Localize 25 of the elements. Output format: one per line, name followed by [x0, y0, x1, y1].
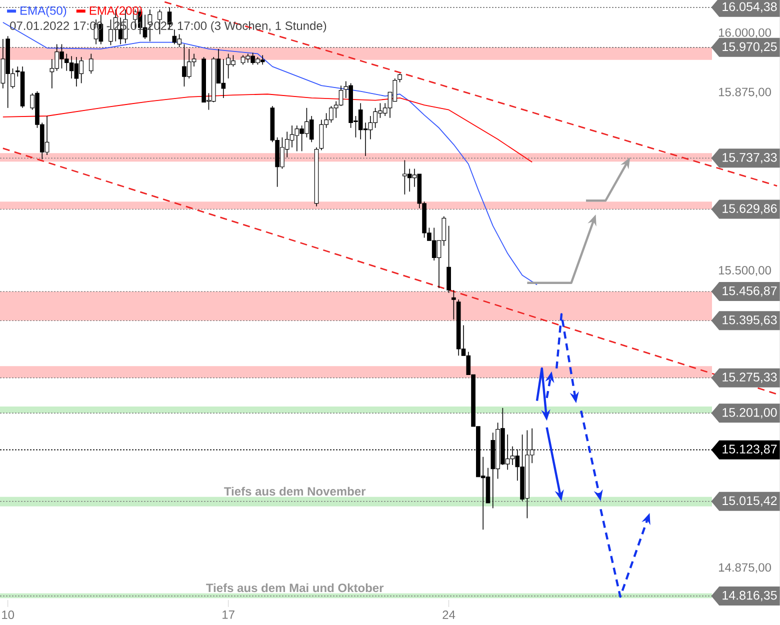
y-tick-label: 16.000,00	[719, 28, 772, 38]
ref-line-label: 15.737,33	[722, 153, 777, 164]
line-series	[2, 22, 538, 286]
ref-line-label: 15.201,00	[722, 408, 777, 418]
ref-line-label: 15.275,33	[722, 372, 777, 383]
ref-line-label: 15.456,87	[722, 286, 777, 297]
ref-line-label: 15.629,86	[722, 204, 777, 214]
ref-line-label: 15.015,42	[722, 496, 777, 507]
ref-line-label: 16.054,38	[722, 2, 777, 13]
ref-line-label: 15.970,25	[722, 42, 777, 53]
ref-line-label: 14.816,35	[722, 590, 777, 602]
candlestick	[446, 225, 451, 294]
x-tick-label: 17	[222, 610, 234, 619]
legend-label: EMA(50)	[20, 6, 66, 18]
y-tick-label: 14.875,00	[719, 563, 772, 574]
ref-line-label: 15.123,87	[722, 444, 777, 455]
ref-line-label: 15.395,63	[722, 315, 777, 326]
band-label: Tiefs aus dem November	[224, 486, 366, 496]
x-tick-label: 10	[2, 610, 14, 620]
candlestick	[452, 290, 456, 320]
band-label: Tiefs aus dem Mai und Oktober	[206, 583, 384, 592]
y-tick-label: 15.875,00	[719, 88, 772, 98]
y-tick-label: 15.500,00	[719, 266, 772, 276]
x-tick-label: 24	[442, 610, 456, 619]
candlestick	[88, 53, 94, 74]
